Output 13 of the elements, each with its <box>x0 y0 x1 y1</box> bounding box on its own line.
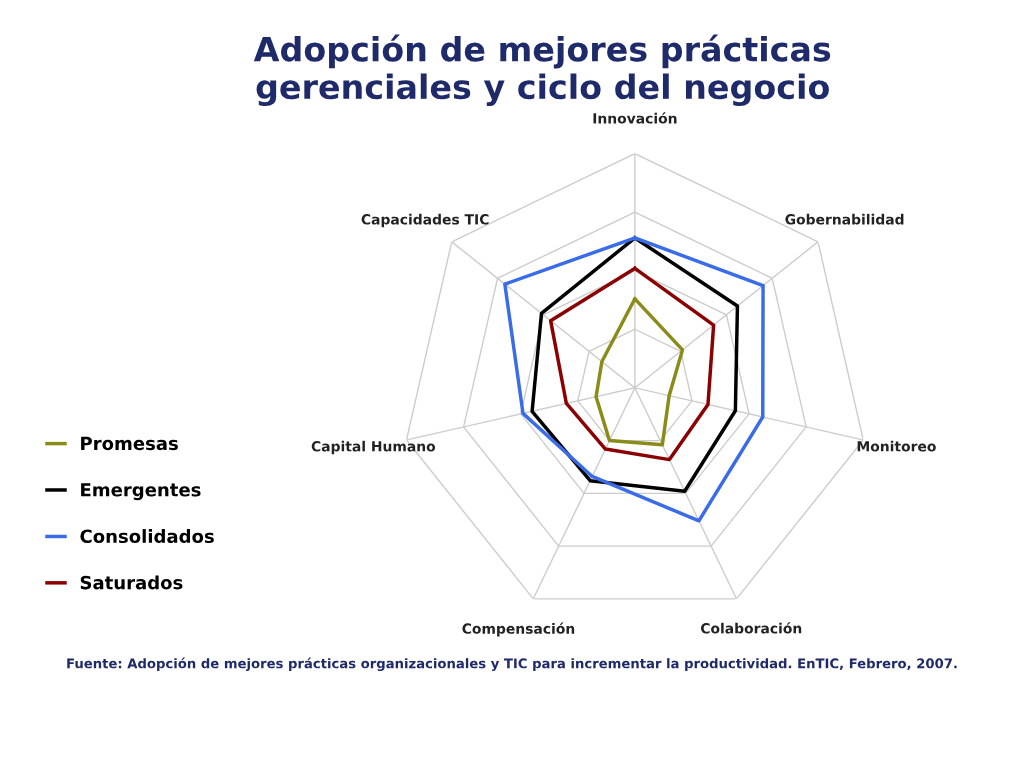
legend-label: Saturados <box>80 575 183 590</box>
spoke-label: Innovación <box>593 112 677 124</box>
chart-title: Adopción de mejores prácticas gerenciales y ciclo del negocio <box>253 34 831 106</box>
spoke-label: Gobernabilidad <box>785 213 904 225</box>
legend-label: Emergentes <box>81 483 201 501</box>
legend-label: Promesas <box>81 436 178 451</box>
spoke-label: Monitoreo <box>857 440 936 452</box>
spoke-label: Capacidades TIC <box>361 213 489 228</box>
spoke-label: Compensación <box>462 622 575 637</box>
spoke-label: Capital Humano <box>311 440 436 455</box>
spoke-label: Colaboración <box>700 622 802 634</box>
legend-label: Consolidados <box>80 529 214 544</box>
source-note: Fuente: Adopción de mejores prácticas organizacionales y TIC para incrementar la productividad. EnTIC, Febrero, 2007. <box>67 657 957 672</box>
